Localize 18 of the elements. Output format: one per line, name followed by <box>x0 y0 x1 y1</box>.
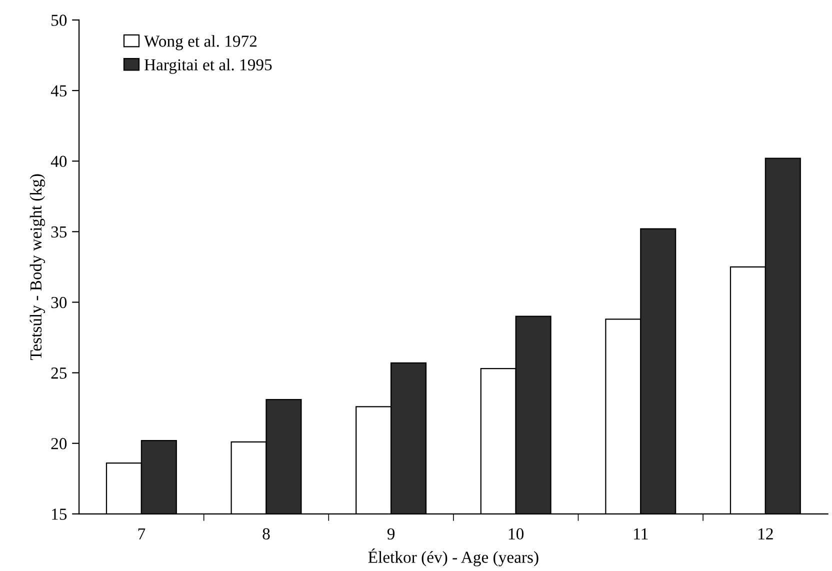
x-tick-label: 12 <box>758 528 773 540</box>
x-tick-label: 9 <box>387 528 395 540</box>
x-tick-label: 11 <box>634 528 648 540</box>
x-axis-title: Életkor (év) - Age (years) <box>368 548 538 566</box>
y-tick-label: 15 <box>52 508 67 520</box>
legend-label: Wong et al. 1972 <box>144 35 257 50</box>
y-tick-label: 25 <box>51 368 67 379</box>
y-tick-label: 45 <box>50 85 67 96</box>
y-tick-label: 40 <box>50 156 67 168</box>
y-tick-label: 20 <box>51 438 67 450</box>
y-tick-label: 35 <box>51 226 67 238</box>
y-tick-label: 50 <box>52 14 67 26</box>
y-axis-title: Testsúly - Body weight (kg) <box>30 174 46 360</box>
x-tick-label: 10 <box>508 528 524 540</box>
y-tick-label: 30 <box>51 296 67 308</box>
legend-label: Hargitai et al. 1995 <box>144 58 272 74</box>
x-tick-label: 7 <box>138 528 146 540</box>
x-tick-label: 8 <box>262 528 270 540</box>
